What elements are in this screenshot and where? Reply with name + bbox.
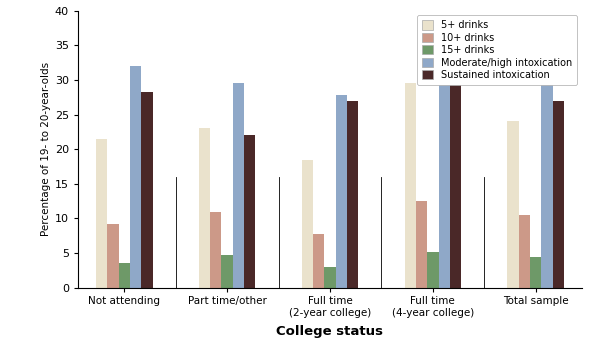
Bar — [141, 92, 152, 288]
Bar — [325, 267, 335, 288]
Bar — [450, 47, 461, 288]
Legend: 5+ drinks, 10+ drinks, 15+ drinks, Moderate/high intoxication, Sustained intoxic: 5+ drinks, 10+ drinks, 15+ drinks, Moder… — [417, 15, 577, 85]
Bar — [439, 24, 450, 288]
Bar — [210, 212, 221, 288]
Bar — [508, 121, 519, 288]
Bar — [244, 135, 256, 288]
Bar — [519, 215, 530, 288]
Bar — [530, 257, 541, 288]
Bar — [130, 66, 141, 288]
Bar — [427, 252, 439, 288]
Bar — [335, 95, 347, 288]
Bar — [107, 224, 119, 288]
Bar — [199, 128, 210, 288]
Bar — [416, 201, 427, 288]
Bar — [404, 83, 416, 288]
X-axis label: College status: College status — [277, 325, 383, 338]
Bar — [119, 263, 130, 288]
Y-axis label: Percentage of 19- to 20-year-olds: Percentage of 19- to 20-year-olds — [41, 62, 50, 236]
Bar — [302, 160, 313, 288]
Bar — [541, 59, 553, 288]
Bar — [553, 101, 564, 288]
Bar — [233, 83, 244, 288]
Bar — [313, 234, 325, 288]
Bar — [347, 101, 358, 288]
Bar — [221, 255, 233, 288]
Bar — [96, 139, 107, 288]
